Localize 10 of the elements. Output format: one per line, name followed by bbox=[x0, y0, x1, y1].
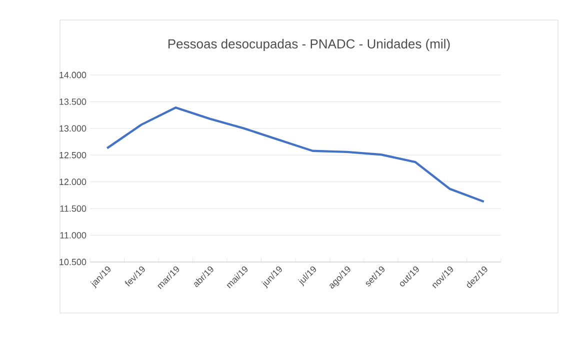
y-tick-label: 13.500 bbox=[60, 98, 86, 105]
line-series bbox=[106, 106, 485, 203]
y-tick-label: 14.000 bbox=[60, 72, 86, 78]
y-tick-label: 11.000 bbox=[60, 232, 86, 238]
y-tick-label: 12.000 bbox=[60, 178, 86, 186]
y-tick-label: 13.000 bbox=[60, 125, 86, 132]
y-tick-label: 11.500 bbox=[60, 205, 86, 212]
chart-title: Pessoas desocupadas - PNADC - Unidades (mil) bbox=[168, 38, 450, 52]
y-tick-label: 12.500 bbox=[60, 152, 86, 158]
y-tick-label: 10.500 bbox=[60, 258, 86, 266]
